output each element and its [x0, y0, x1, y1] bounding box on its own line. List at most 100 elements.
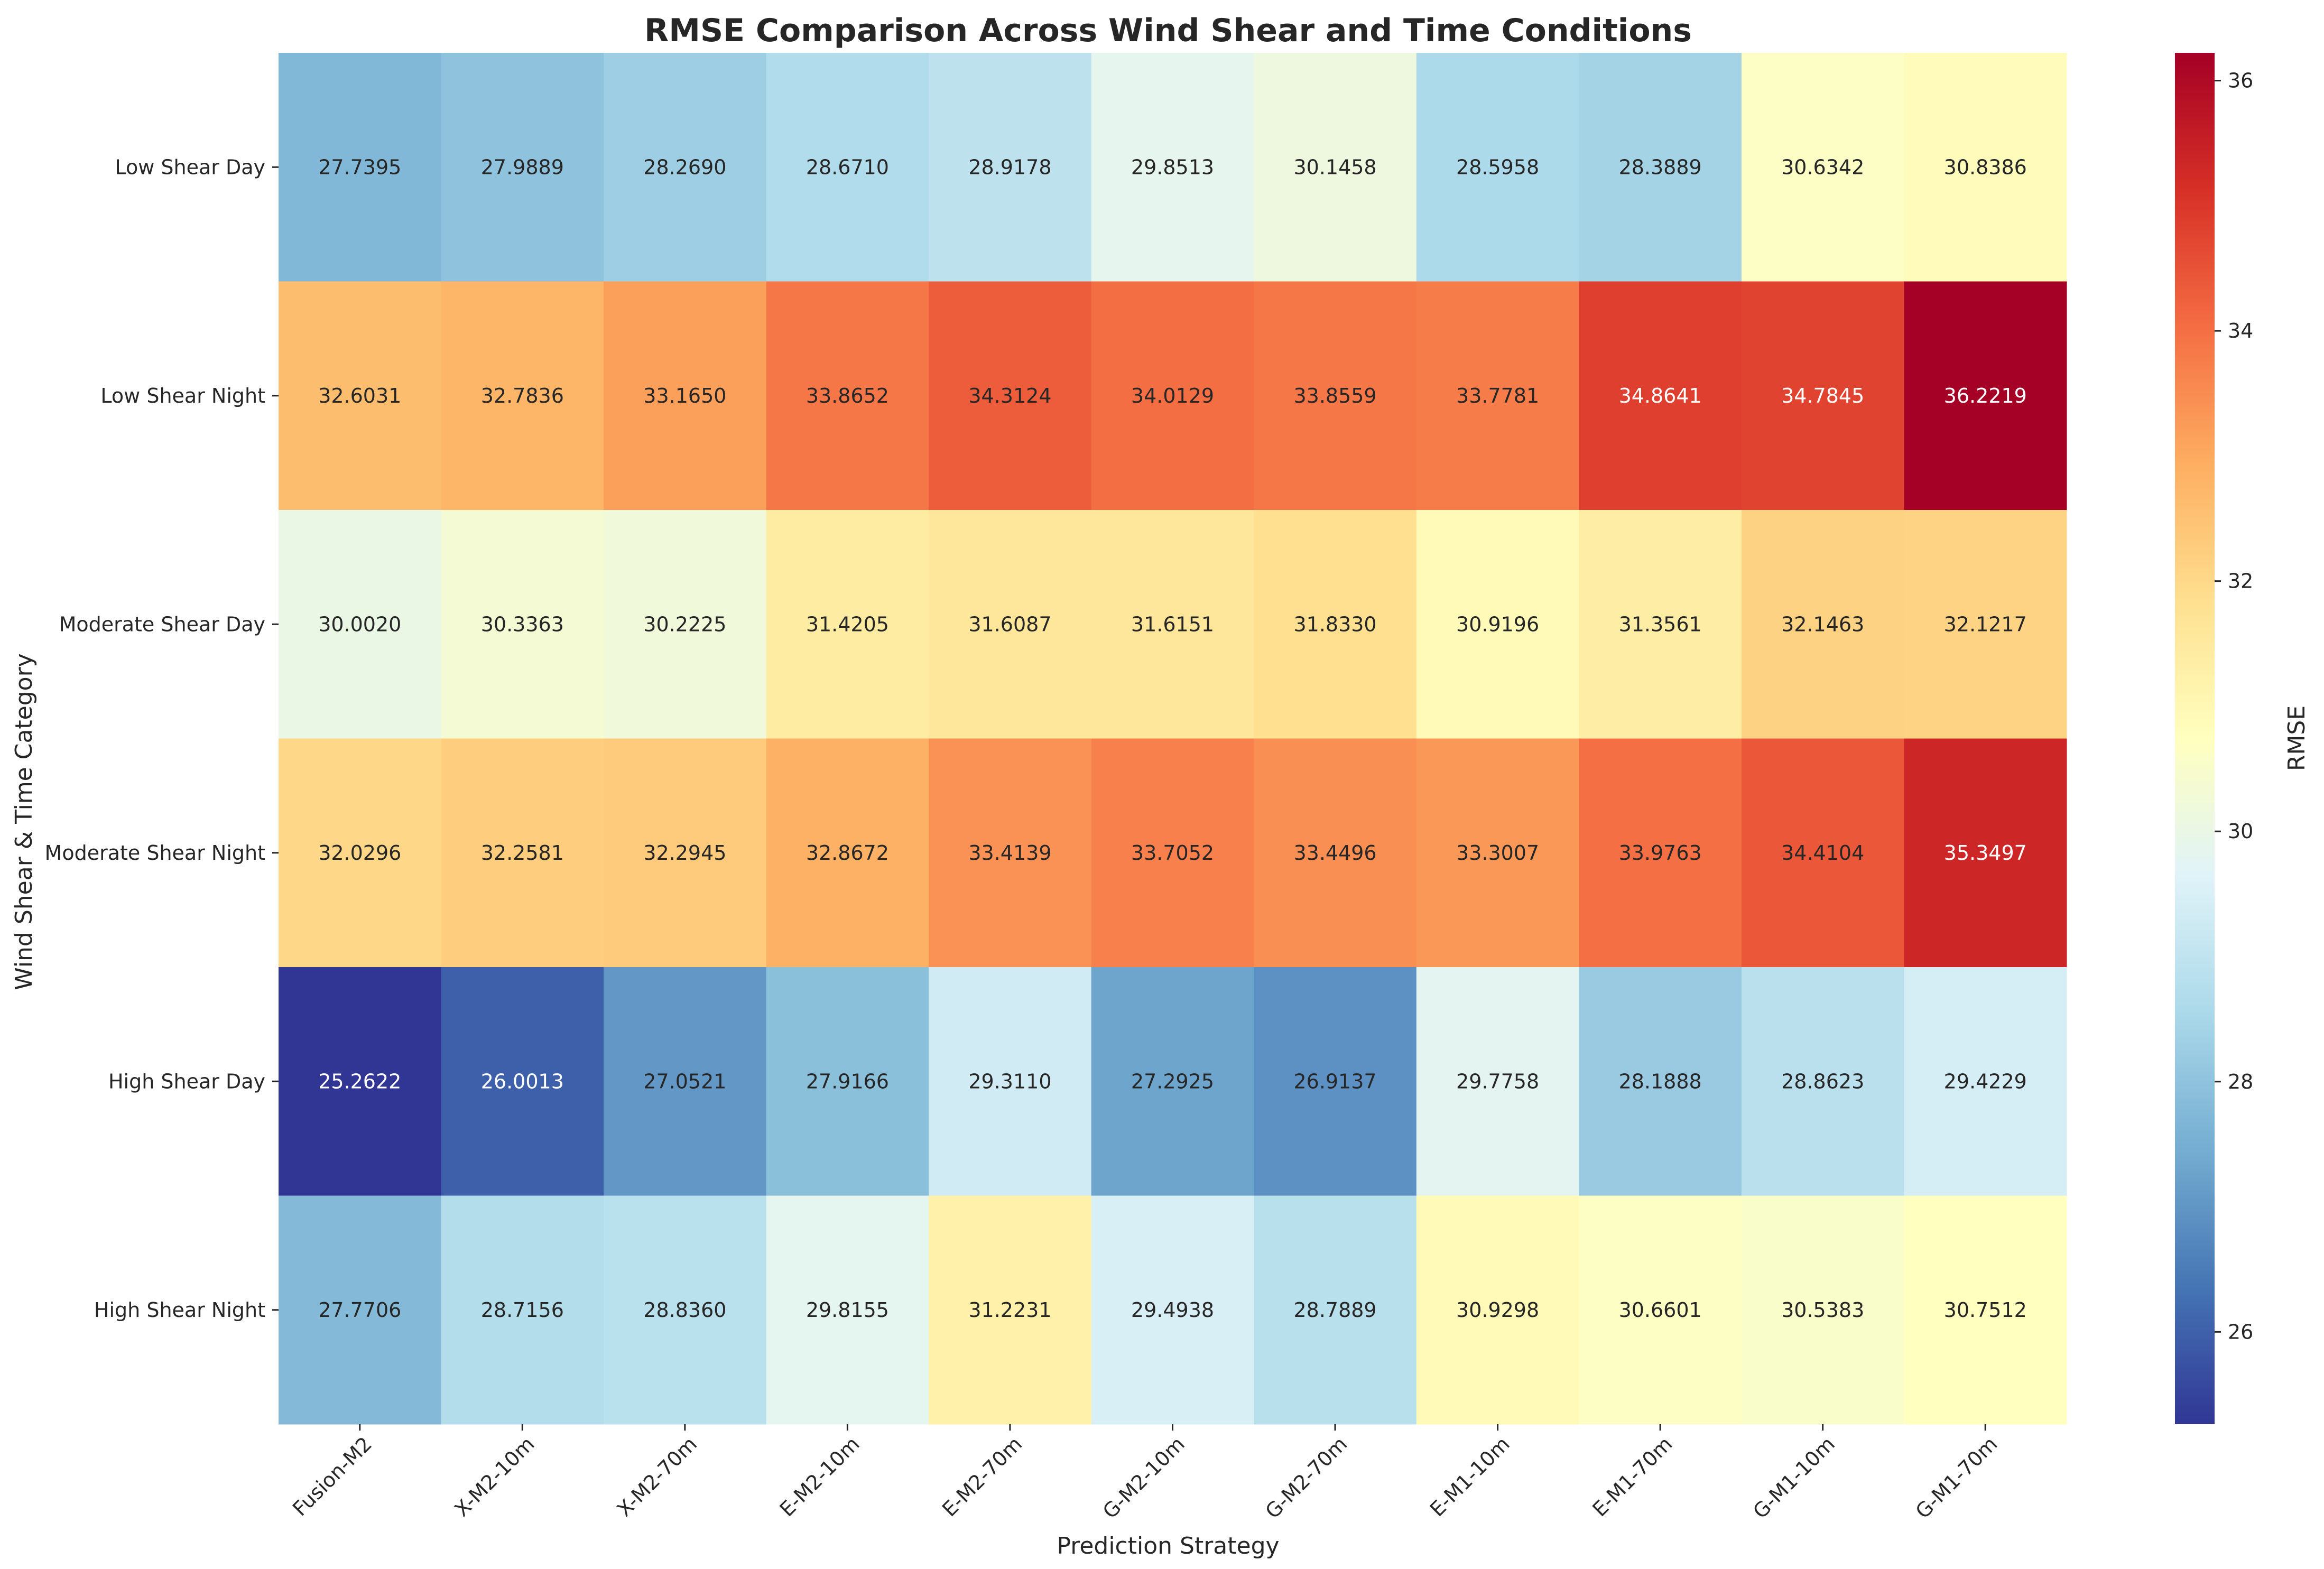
cell-value-label: 28.8623	[1781, 1070, 1864, 1093]
heatmap-cell	[441, 1195, 604, 1425]
cell-value-label: 34.4104	[1781, 841, 1864, 865]
cell-value-label: 28.7156	[481, 1298, 564, 1322]
cell-value-label: 33.8559	[1293, 384, 1376, 407]
cell-value-label: 25.2622	[318, 1070, 401, 1093]
heatmap-cell	[1579, 281, 1742, 510]
cell-value-label: 29.8513	[1131, 155, 1214, 179]
heatmap-cell	[279, 1195, 442, 1425]
heatmap-cell	[1579, 967, 1742, 1196]
cell-value-label: 33.1650	[643, 384, 726, 407]
cell-value-label: 29.7758	[1456, 1070, 1539, 1093]
heatmap-cell	[604, 738, 767, 968]
cell-value-label: 26.9137	[1293, 1070, 1376, 1093]
x-tick-label: G-M1-70m	[1911, 1432, 2002, 1523]
cell-value-label: 28.7889	[1293, 1298, 1376, 1322]
cell-value-label: 31.4205	[806, 612, 889, 636]
heatmap-cell	[441, 281, 604, 510]
y-tick-label: Moderate Shear Night	[45, 841, 265, 865]
cell-value-label: 27.9166	[806, 1070, 889, 1093]
cell-value-label: 30.9298	[1456, 1298, 1539, 1322]
y-tick-label: Low Shear Day	[115, 155, 265, 179]
cell-value-label: 30.6342	[1781, 155, 1864, 179]
cell-value-label: 33.8652	[806, 384, 889, 407]
cell-value-label: 28.3889	[1619, 155, 1702, 179]
colorbar-tick-label: 34	[2228, 319, 2253, 342]
heatmap-cell	[929, 510, 1092, 739]
heatmap-cell	[1741, 967, 1904, 1196]
cell-value-label: 27.2925	[1131, 1070, 1214, 1093]
heatmap-cell	[279, 53, 442, 282]
y-tick-label: Moderate Shear Day	[59, 612, 265, 636]
cell-value-label: 30.9196	[1456, 612, 1539, 636]
heatmap-cell	[441, 738, 604, 968]
heatmap-cell	[929, 281, 1092, 510]
heatmap-cell	[766, 53, 929, 282]
heatmap-cell	[1091, 53, 1254, 282]
cell-value-label: 27.7395	[318, 155, 401, 179]
heatmap-cell	[1091, 281, 1254, 510]
cell-value-label: 32.7836	[481, 384, 564, 407]
heatmap-cell	[1416, 1195, 1579, 1425]
cell-value-label: 34.0129	[1131, 384, 1214, 407]
x-tick-label: E-M2-70m	[938, 1432, 1026, 1521]
cell-value-label: 33.9763	[1619, 841, 1702, 865]
heatmap-cell	[604, 281, 767, 510]
heatmap-cell	[1091, 1195, 1254, 1425]
heatmap-cell	[1904, 1195, 2067, 1425]
cell-value-label: 29.3110	[968, 1070, 1051, 1093]
heatmap-cell	[1254, 510, 1417, 739]
cell-value-label: 33.7781	[1456, 384, 1539, 407]
colorbar-tick-label: 32	[2228, 570, 2253, 593]
cell-value-label: 34.8641	[1619, 384, 1702, 407]
heatmap-cell	[279, 281, 442, 510]
heatmap-cell	[1741, 510, 1904, 739]
y-tick-label: Low Shear Night	[100, 384, 265, 407]
cell-value-label: 34.7845	[1781, 384, 1864, 407]
cell-value-label: 30.3363	[481, 612, 564, 636]
heatmap-cell	[766, 510, 929, 739]
x-tick-label: G-M2-70m	[1261, 1432, 1351, 1523]
heatmap-cell	[1254, 53, 1417, 282]
cell-value-label: 26.0013	[481, 1070, 564, 1093]
heatmap-cell	[441, 967, 604, 1196]
cell-value-label: 31.6151	[1131, 612, 1214, 636]
cell-value-label: 29.8155	[806, 1298, 889, 1322]
cell-value-label: 31.2231	[968, 1298, 1051, 1322]
heatmap-cell	[929, 738, 1092, 968]
y-tick-label: High Shear Night	[94, 1298, 265, 1322]
heatmap-cell	[1091, 967, 1254, 1196]
heatmap-cell	[766, 967, 929, 1196]
heatmap-cell	[929, 1195, 1092, 1425]
cell-value-label: 32.6031	[318, 384, 401, 407]
y-tick-labels: Low Shear Day Low Shear Night Moderate She…	[45, 155, 279, 1322]
cell-value-label: 30.7512	[1944, 1298, 2027, 1322]
heatmap-cell	[1254, 967, 1417, 1196]
chart-title: RMSE Comparison Across Wind Shear and Ti…	[644, 12, 1692, 49]
heatmap-cell	[604, 967, 767, 1196]
heatmap-cell	[766, 1195, 929, 1425]
x-tick-label: G-M1-10m	[1748, 1432, 1839, 1523]
cell-value-label: 28.1888	[1619, 1070, 1702, 1093]
heatmap-cell	[604, 510, 767, 739]
cell-value-label: 30.2225	[643, 612, 726, 636]
heatmap-cell	[929, 967, 1092, 1196]
cell-value-label: 33.4496	[1293, 841, 1376, 865]
heatmap-cell	[1579, 53, 1742, 282]
colorbar-ticks: 26 28 30 32 34 36	[2215, 69, 2253, 1343]
heatmap-cell	[1416, 967, 1579, 1196]
cell-value-label: 35.3497	[1944, 841, 2027, 865]
cell-value-label: 30.8386	[1944, 155, 2027, 179]
heatmap-cell	[1741, 281, 1904, 510]
heatmap-cell	[279, 967, 442, 1196]
heatmap-cell	[604, 53, 767, 282]
heatmap-cell	[1579, 738, 1742, 968]
heatmap-cell	[604, 1195, 767, 1425]
heatmap-cell	[1254, 281, 1417, 510]
cell-value-label: 27.7706	[318, 1298, 401, 1322]
cell-value-label: 29.4229	[1944, 1070, 2027, 1093]
x-tick-labels: Fusion-M2 X-M2-10m X-M2-70m E-M2-10m E-M2-70…	[288, 1424, 2002, 1523]
heatmap-cell	[1741, 738, 1904, 968]
heatmap-cell	[1416, 510, 1579, 739]
heatmap-cell	[1904, 967, 2067, 1196]
